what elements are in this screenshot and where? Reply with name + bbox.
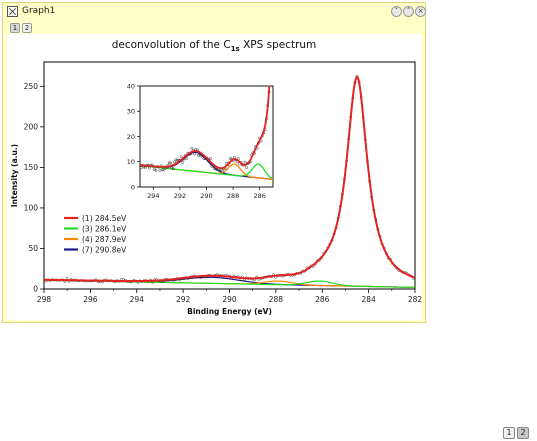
- inset-data-point: [167, 161, 171, 165]
- y-tick-label: 250: [24, 82, 39, 91]
- maximize-button[interactable]: ˄: [403, 6, 414, 17]
- minimize-button[interactable]: ˅: [391, 6, 402, 17]
- inset-data-point: [269, 68, 271, 70]
- legend-entry-1: (1) 284.5eV: [82, 214, 127, 223]
- inset-data-point: [140, 166, 143, 170]
- xps-chart: deconvolution of the C1s XPS spectrum 298…: [10, 39, 422, 316]
- x-tick-label: 290: [222, 295, 237, 304]
- inset-x-tick-label: 290: [200, 192, 212, 200]
- y-tick-label: 200: [24, 122, 39, 131]
- inset-x-tick-label: 292: [174, 192, 186, 200]
- inset-data-point: [173, 160, 177, 164]
- inset-y-tick-label: 0: [131, 183, 135, 191]
- y-tick-label: 100: [24, 203, 39, 212]
- inset-data-point: [161, 168, 165, 172]
- x-tick-label: 282: [408, 295, 422, 304]
- y-axis-label: Intensity (a.u.): [10, 144, 19, 207]
- inset-x-tick-label: 294: [147, 192, 159, 200]
- inset-x-tick-label: 286: [253, 192, 265, 200]
- page-tab-2[interactable]: 2: [22, 23, 32, 33]
- window-title: Graph1: [22, 6, 56, 16]
- x-tick-label: 284: [361, 295, 376, 304]
- inset-data-point: [185, 157, 189, 161]
- legend-entry-3: (4) 287.9eV: [82, 235, 127, 244]
- inset-data-point: [171, 167, 175, 171]
- x-axis-label: Binding Energy (eV): [187, 307, 272, 316]
- inset-component-line-3: [140, 163, 273, 180]
- inset-data-point: [221, 169, 224, 173]
- inset-data-point: [193, 152, 196, 156]
- x-tick-label: 294: [130, 295, 145, 304]
- window-close-x-icon[interactable]: [7, 6, 18, 17]
- inset-data-point: [202, 157, 206, 161]
- inset-data-point: [244, 166, 248, 169]
- graph-window: Graph1 ˅ ˄ × 1 2 deconvolution of the C1…: [2, 2, 426, 323]
- close-button[interactable]: ×: [415, 6, 426, 17]
- x-tick-label: 296: [83, 295, 98, 304]
- y-tick-label: 150: [24, 163, 39, 172]
- inset-y-tick-label: 20: [127, 133, 135, 141]
- inset-y-tick-label: 40: [127, 82, 135, 90]
- window-titlebar[interactable]: Graph1 ˅ ˄ ×: [3, 3, 426, 21]
- inset-data-point: [154, 168, 158, 172]
- inset-data-point: [175, 158, 179, 162]
- inset-data-point: [181, 160, 185, 164]
- main-plot-group: [44, 74, 415, 288]
- envelope-line: [44, 76, 415, 283]
- inset-data-point: [228, 157, 232, 161]
- inset-data-point: [158, 169, 162, 172]
- bottom-page-tab-2[interactable]: 2: [517, 427, 529, 439]
- x-tick-label: 286: [315, 295, 330, 304]
- x-tick-label: 288: [269, 295, 284, 304]
- page-tab-1[interactable]: 1: [10, 23, 20, 33]
- inset-y-tick-label: 30: [127, 108, 135, 116]
- y-tick-label: 0: [33, 285, 38, 294]
- inset-envelope-line: [140, 86, 271, 170]
- y-tick-label: 50: [28, 244, 38, 253]
- inset-data-point: [179, 155, 183, 159]
- inset-data-point: [209, 157, 212, 160]
- legend-entry-2: (3) 286.1eV: [82, 225, 127, 234]
- inset-data-point: [190, 146, 194, 150]
- x-tick-label: 292: [176, 295, 191, 304]
- inset-data-point: [199, 154, 203, 158]
- inset-data-point: [243, 160, 247, 164]
- x-tick-label: 298: [37, 295, 52, 304]
- inset-x-tick-label: 288: [227, 192, 239, 200]
- bottom-page-tab-1[interactable]: 1: [503, 427, 515, 439]
- chart-title: deconvolution of the C1s XPS spectrum: [112, 39, 317, 53]
- inset-plot-group: [140, 68, 273, 181]
- inset-data-point: [147, 166, 151, 170]
- inset-data-point: [174, 158, 178, 162]
- inset-data-point: [213, 167, 216, 170]
- plot-area: deconvolution of the C1s XPS spectrum 298…: [7, 34, 422, 320]
- inset-data-point: [169, 161, 173, 165]
- legend-entry-4: (7) 290.8eV: [82, 246, 127, 255]
- inset-y-tick-label: 10: [127, 158, 135, 166]
